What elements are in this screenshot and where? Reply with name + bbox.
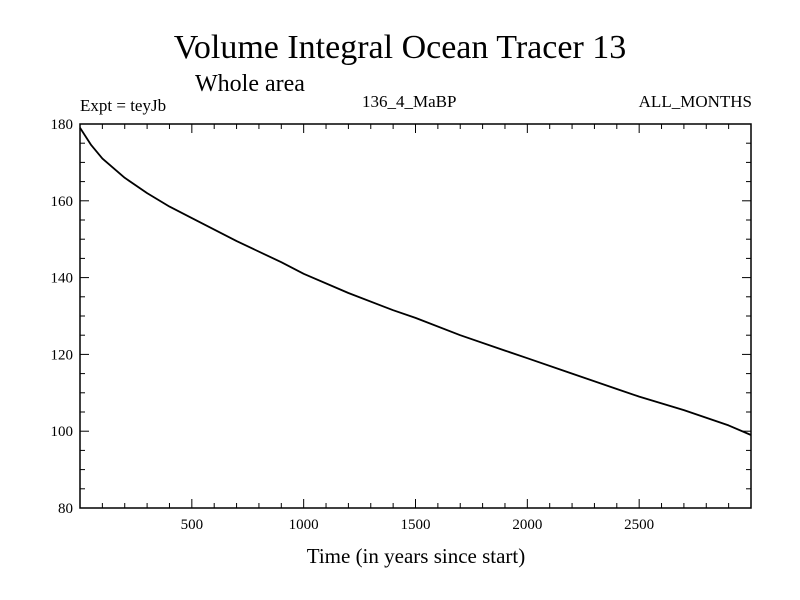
period-label: 136_4_MaBP <box>362 92 457 111</box>
y-tick-label: 160 <box>51 194 74 210</box>
x-tick-label: 1000 <box>289 517 319 533</box>
x-tick-label: 500 <box>181 517 204 533</box>
months-label: ALL_MONTHS <box>638 92 752 111</box>
x-tick-label: 2000 <box>512 517 542 533</box>
x-tick-label: 2500 <box>624 517 654 533</box>
plot-frame <box>79 123 752 509</box>
y-tick-label: 100 <box>51 424 74 440</box>
y-tick-label: 120 <box>51 347 74 363</box>
y-tick-label: 180 <box>51 117 74 133</box>
axis-ticks: 500 1000 1500 2000 2500 80 100 120 140 160 180 <box>51 117 751 533</box>
x-tick-label: 1500 <box>401 517 431 533</box>
series-layer <box>79 127 752 436</box>
y-tick-label: 80 <box>58 501 73 517</box>
x-axis-label: Time (in years since start) <box>307 544 526 568</box>
chart-title: Volume Integral Ocean Tracer 13 <box>173 29 627 66</box>
experiment-label: Expt = teyJb <box>80 96 167 115</box>
chart-subtitle: Whole area <box>195 71 305 97</box>
series-line <box>79 127 752 436</box>
y-tick-label: 140 <box>51 271 74 287</box>
